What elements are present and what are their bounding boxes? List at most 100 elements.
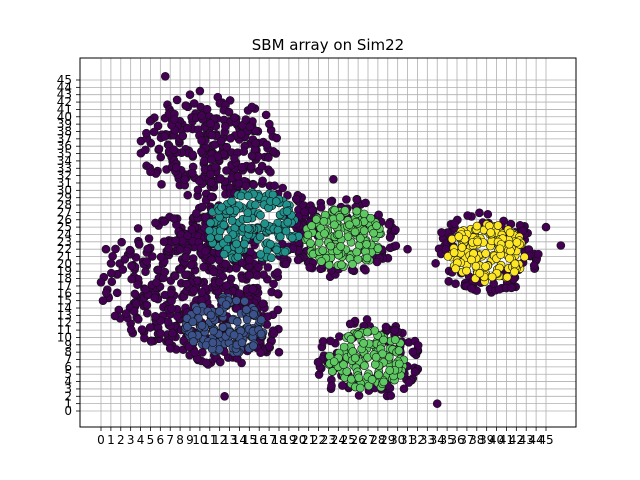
- data-point: [267, 253, 276, 262]
- y-axis: 0123456789101112131415161718192021222324…: [57, 73, 80, 418]
- y-tick-label: 20: [57, 257, 72, 271]
- data-point: [156, 152, 166, 162]
- x-tick-label: 0: [97, 433, 105, 447]
- data-point: [210, 162, 220, 171]
- x-tick-label: 3: [127, 433, 135, 447]
- data-point: [326, 336, 335, 346]
- y-tick-label: 39: [57, 117, 72, 131]
- x-tick-label: 11: [202, 433, 217, 447]
- y-tick-label: 22: [57, 242, 72, 256]
- data-point: [493, 221, 503, 230]
- y-tick-label: 40: [57, 110, 72, 124]
- data-point: [345, 319, 355, 329]
- y-tick-label: 44: [57, 80, 72, 94]
- data-point: [329, 357, 339, 366]
- data-point: [151, 218, 160, 228]
- y-tick-label: 14: [57, 301, 72, 315]
- data-point: [463, 211, 472, 220]
- data-point: [256, 315, 266, 325]
- data-point: [494, 285, 504, 294]
- data-point: [391, 225, 400, 235]
- data-point: [356, 234, 365, 243]
- data-point: [180, 175, 190, 184]
- data-point: [273, 268, 282, 277]
- y-tick-label: 9: [64, 338, 72, 352]
- data-point: [206, 233, 215, 243]
- data-point: [223, 234, 233, 244]
- data-point: [225, 206, 235, 215]
- data-point: [120, 254, 130, 264]
- x-tick-label: 22: [311, 433, 326, 447]
- data-point: [152, 278, 161, 287]
- data-point: [443, 252, 453, 261]
- x-tick-label: 38: [469, 433, 484, 447]
- x-tick-label: 13: [222, 433, 237, 447]
- data-point: [327, 367, 337, 376]
- data-point: [114, 305, 124, 315]
- y-tick-label: 13: [57, 308, 72, 322]
- data-point: [175, 245, 185, 254]
- data-point: [264, 342, 274, 351]
- data-point: [232, 239, 241, 249]
- y-tick-label: 7: [64, 353, 72, 367]
- data-point: [206, 218, 215, 228]
- y-tick-label: 11: [57, 323, 72, 337]
- data-point: [251, 200, 260, 210]
- data-point: [183, 190, 193, 200]
- x-tick-label: 5: [147, 433, 155, 447]
- x-tick-label: 21: [301, 433, 316, 447]
- data-point: [386, 391, 396, 400]
- data-point: [390, 335, 400, 345]
- data-point: [432, 399, 442, 408]
- data-point: [237, 258, 247, 268]
- x-tick-label: 33: [420, 433, 435, 447]
- data-point: [281, 259, 291, 269]
- x-tick-label: 26: [350, 433, 365, 447]
- data-point: [131, 299, 141, 308]
- data-point: [222, 281, 231, 290]
- data-point: [252, 271, 262, 280]
- data-point: [201, 246, 210, 256]
- data-points: [96, 72, 566, 408]
- data-point: [355, 383, 365, 393]
- data-point: [240, 239, 249, 249]
- x-tick-label: 30: [390, 433, 405, 447]
- y-tick-label: 26: [57, 213, 72, 227]
- data-point: [314, 238, 324, 247]
- data-point: [244, 270, 254, 280]
- data-point: [141, 145, 150, 155]
- x-tick-label: 2: [117, 433, 125, 447]
- data-point: [222, 142, 232, 152]
- data-point: [449, 248, 459, 257]
- data-point: [207, 130, 217, 140]
- data-point: [272, 133, 282, 143]
- data-point: [142, 128, 151, 138]
- data-point: [472, 221, 482, 231]
- y-tick-label: 42: [57, 95, 72, 109]
- data-point: [125, 245, 135, 255]
- y-tick-label: 15: [57, 294, 72, 308]
- data-point: [362, 253, 372, 263]
- data-point: [369, 228, 378, 238]
- data-point: [204, 226, 214, 235]
- data-point: [243, 224, 253, 233]
- data-point: [146, 337, 156, 346]
- data-point: [208, 338, 218, 347]
- data-point: [473, 237, 482, 247]
- data-point: [236, 191, 246, 201]
- x-tick-label: 20: [291, 433, 306, 447]
- data-point: [370, 326, 379, 335]
- data-point: [505, 254, 514, 263]
- data-point: [529, 261, 539, 270]
- data-point: [171, 236, 180, 246]
- data-point: [245, 255, 254, 265]
- data-point: [367, 375, 377, 384]
- data-point: [144, 234, 154, 243]
- data-point: [202, 104, 212, 114]
- x-tick-label: 37: [459, 433, 474, 447]
- data-point: [207, 155, 216, 164]
- data-point: [318, 246, 328, 255]
- data-point: [240, 297, 249, 306]
- data-point: [167, 296, 176, 306]
- data-point: [247, 162, 256, 171]
